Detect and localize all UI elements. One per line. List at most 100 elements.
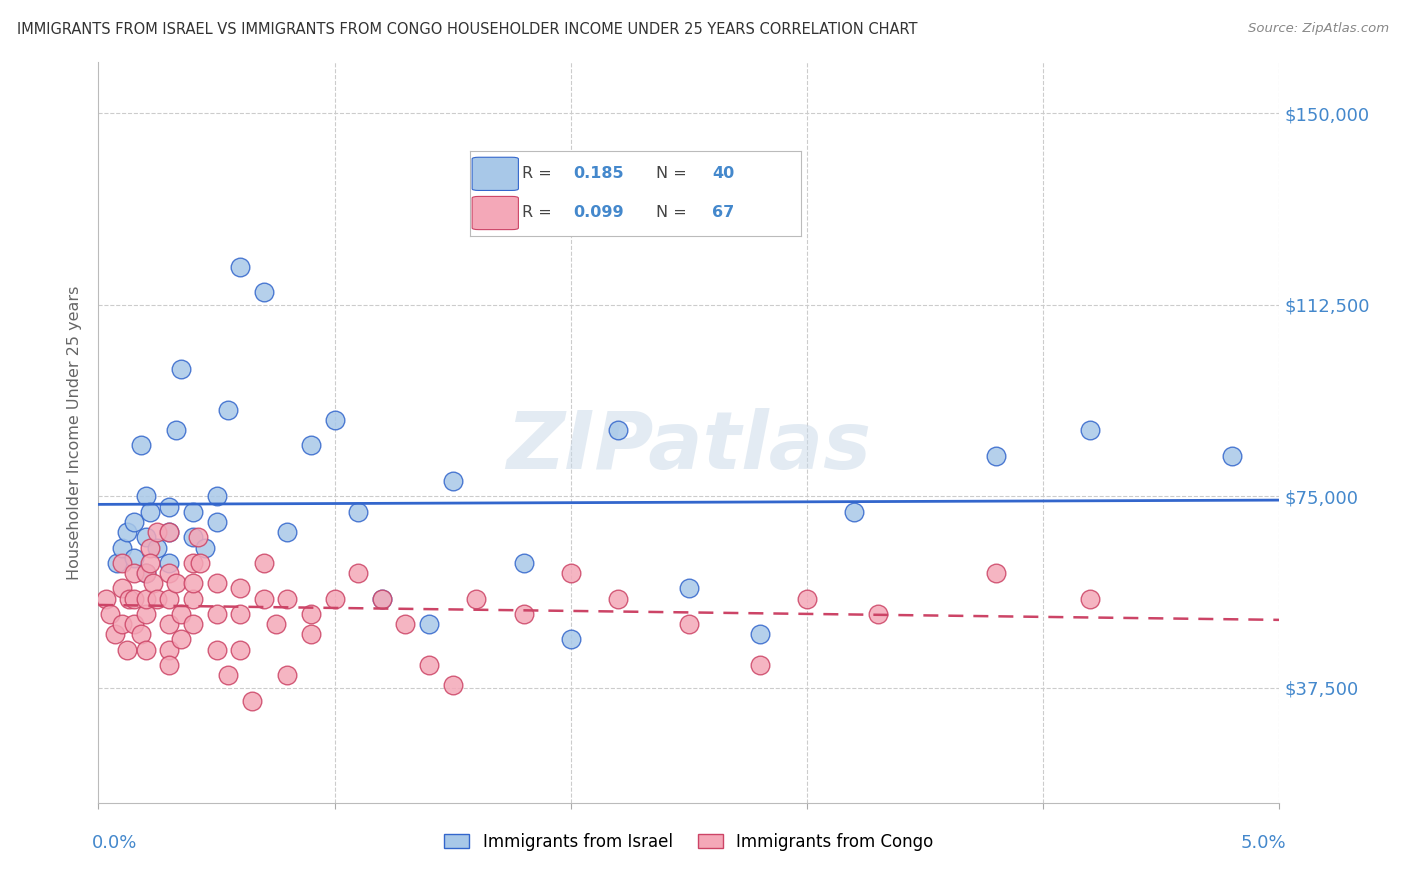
Point — [181, 556, 204, 570]
Point — [122, 550, 145, 565]
Point — [115, 642, 138, 657]
Point — [205, 490, 228, 504]
Point — [129, 438, 152, 452]
Point — [135, 530, 157, 544]
Point — [146, 591, 169, 606]
Point — [394, 617, 416, 632]
Point — [984, 566, 1007, 580]
Point — [139, 556, 162, 570]
Point — [205, 576, 228, 591]
Point — [1220, 449, 1243, 463]
Point — [205, 642, 228, 657]
Point — [142, 576, 165, 591]
Point — [139, 541, 162, 555]
Point — [135, 566, 157, 580]
Point — [323, 413, 346, 427]
Point — [135, 566, 157, 580]
Point — [796, 591, 818, 606]
Point — [678, 582, 700, 596]
Point — [323, 591, 346, 606]
Point — [146, 525, 169, 540]
Point — [170, 607, 193, 621]
Point — [98, 607, 121, 621]
Point — [276, 591, 298, 606]
Text: IMMIGRANTS FROM ISRAEL VS IMMIGRANTS FROM CONGO HOUSEHOLDER INCOME UNDER 25 YEAR: IMMIGRANTS FROM ISRAEL VS IMMIGRANTS FRO… — [17, 22, 917, 37]
Point — [217, 668, 239, 682]
Point — [105, 556, 128, 570]
Point — [139, 505, 162, 519]
Point — [157, 566, 180, 580]
Point — [299, 627, 322, 641]
Point — [157, 642, 180, 657]
Point — [205, 515, 228, 529]
Point — [94, 591, 117, 606]
Point — [984, 449, 1007, 463]
Point — [371, 591, 394, 606]
Point — [181, 617, 204, 632]
Text: Source: ZipAtlas.com: Source: ZipAtlas.com — [1249, 22, 1389, 36]
Point — [181, 530, 204, 544]
Point — [170, 632, 193, 647]
Point — [188, 556, 211, 570]
Point — [441, 474, 464, 488]
Point — [299, 438, 322, 452]
Point — [347, 566, 370, 580]
Point — [135, 642, 157, 657]
Point — [157, 525, 180, 540]
Point — [264, 617, 287, 632]
Point — [229, 607, 252, 621]
Point — [217, 402, 239, 417]
Point — [253, 591, 276, 606]
Point — [229, 260, 252, 274]
Point — [441, 678, 464, 692]
Text: ZIPatlas: ZIPatlas — [506, 409, 872, 486]
Point — [240, 694, 263, 708]
Point — [157, 500, 180, 514]
Point — [253, 285, 276, 300]
Point — [253, 556, 276, 570]
Point — [187, 530, 209, 544]
Legend: Immigrants from Israel, Immigrants from Congo: Immigrants from Israel, Immigrants from … — [437, 826, 941, 857]
Point — [104, 627, 127, 641]
Point — [135, 591, 157, 606]
Point — [194, 541, 217, 555]
Point — [135, 490, 157, 504]
Point — [205, 607, 228, 621]
Point — [560, 632, 582, 647]
Point — [347, 505, 370, 519]
Point — [129, 627, 152, 641]
Point — [678, 617, 700, 632]
Point — [122, 566, 145, 580]
Point — [165, 576, 187, 591]
Point — [276, 525, 298, 540]
Point — [181, 591, 204, 606]
Point — [418, 617, 440, 632]
Point — [1080, 423, 1102, 437]
Point — [115, 525, 138, 540]
Point — [418, 657, 440, 672]
Point — [157, 525, 180, 540]
Point — [111, 582, 134, 596]
Point — [122, 591, 145, 606]
Point — [157, 617, 180, 632]
Point — [157, 556, 180, 570]
Point — [1080, 591, 1102, 606]
Point — [748, 657, 770, 672]
Text: 5.0%: 5.0% — [1241, 834, 1286, 852]
Point — [181, 505, 204, 519]
Point — [122, 515, 145, 529]
Point — [844, 505, 866, 519]
Point — [146, 541, 169, 555]
Point — [748, 627, 770, 641]
Point — [607, 591, 630, 606]
Point — [111, 617, 134, 632]
Point — [181, 576, 204, 591]
Point — [229, 582, 252, 596]
Point — [276, 668, 298, 682]
Point — [465, 591, 488, 606]
Point — [157, 591, 180, 606]
Point — [170, 361, 193, 376]
Point — [135, 607, 157, 621]
Point — [512, 556, 534, 570]
Point — [607, 423, 630, 437]
